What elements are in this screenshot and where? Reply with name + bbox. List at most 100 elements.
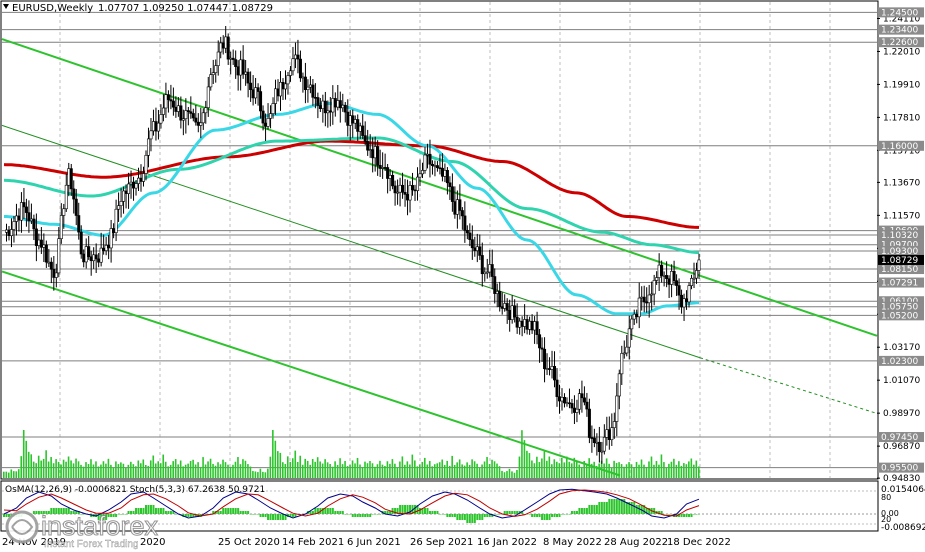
osma-bar xyxy=(516,511,519,514)
osma-bar xyxy=(513,511,516,514)
osma-bar xyxy=(120,514,123,515)
volume-bar xyxy=(453,464,456,478)
candle-body xyxy=(435,165,439,169)
osma-bar xyxy=(521,511,524,514)
volume-bar xyxy=(57,461,60,478)
volume-bar xyxy=(254,471,257,478)
volume-bar xyxy=(179,460,182,478)
candle-body xyxy=(398,184,402,193)
candlesticks xyxy=(4,25,701,464)
volume-bar xyxy=(27,451,30,478)
osma-bar xyxy=(593,505,596,514)
volume-bar xyxy=(660,454,663,478)
volume-bar xyxy=(573,457,576,478)
time-tick-label: 28 Aug 2022 xyxy=(604,537,668,548)
level-tag-label: 1.22600 xyxy=(881,38,918,48)
osma-bar xyxy=(463,514,466,520)
candle-body xyxy=(303,76,307,91)
volume-bar xyxy=(690,458,693,478)
volume-bar xyxy=(182,466,184,478)
osma-bar xyxy=(309,511,312,514)
osma-bar xyxy=(80,514,83,515)
osma-bar xyxy=(351,514,354,517)
candle-body xyxy=(585,401,589,410)
osma-bar xyxy=(50,508,53,514)
candle-body xyxy=(249,82,253,90)
candle-body xyxy=(595,441,599,444)
volume-bar xyxy=(655,461,658,478)
osma-bar xyxy=(551,514,554,517)
osma-bar xyxy=(259,514,262,517)
volume-bar xyxy=(269,456,272,478)
volume-bar xyxy=(55,459,57,478)
osma-bar xyxy=(100,514,103,520)
osma-bar xyxy=(67,508,70,514)
osma-bar xyxy=(234,508,237,514)
volume-bar xyxy=(578,464,581,478)
volume-bar xyxy=(212,463,214,478)
candle-body xyxy=(22,202,26,208)
candle-body xyxy=(630,318,634,330)
stoch-signal-line xyxy=(3,489,700,517)
volume-bar xyxy=(635,461,638,478)
candle-body xyxy=(69,168,73,190)
osma-bar xyxy=(538,514,541,517)
candle-body xyxy=(513,305,517,318)
volume-bar xyxy=(605,458,608,478)
candle-body xyxy=(396,191,400,194)
volume-bar xyxy=(272,429,274,478)
volume-bar xyxy=(563,462,566,478)
level-tag-label: 1.02300 xyxy=(881,357,918,367)
osma-bar xyxy=(376,514,379,515)
candle-body xyxy=(156,122,160,132)
osma-bar xyxy=(222,508,225,514)
volume-bar xyxy=(40,460,42,478)
osma-bar xyxy=(653,508,656,514)
time-axis: 24 Nov 2019 2020 25 Oct 2020 14 Feb 2021 6 J… xyxy=(2,537,731,548)
volume-bar xyxy=(590,463,593,478)
osma-bar xyxy=(506,511,509,514)
volume-bar xyxy=(406,461,409,478)
osma-bar xyxy=(157,508,160,514)
candle-body xyxy=(94,254,98,260)
candle-body xyxy=(620,353,624,375)
candle-body xyxy=(129,181,133,185)
channel-upper-line xyxy=(1,38,878,337)
price-tick-label: 1.11570 xyxy=(883,211,920,221)
volume-bar xyxy=(164,461,167,478)
candle-body xyxy=(219,42,223,53)
osma-bar xyxy=(105,514,108,520)
candle-body xyxy=(296,54,300,60)
volume-bar xyxy=(648,461,650,478)
candle-body xyxy=(411,185,415,191)
candle-body xyxy=(204,107,208,114)
level-tag xyxy=(878,264,924,275)
osma-bar xyxy=(127,511,130,514)
candle-body xyxy=(353,119,357,124)
volume-bar xyxy=(30,454,33,478)
osma-bar xyxy=(436,511,439,514)
level-tag xyxy=(878,462,924,473)
candle-body xyxy=(191,113,195,119)
volume-bar xyxy=(277,451,279,478)
time-tick-label: 16 Jan 2022 xyxy=(477,537,537,548)
volume-bar xyxy=(438,462,441,478)
osma-bar xyxy=(274,514,277,520)
level-tag-label: 1.23400 xyxy=(881,26,918,36)
candle-body xyxy=(29,218,33,222)
osma-bar xyxy=(224,508,227,514)
candle-body xyxy=(645,301,649,304)
volume-bar xyxy=(25,440,28,478)
osma-bar xyxy=(279,514,282,520)
osma-bar xyxy=(638,505,641,514)
volume-bar xyxy=(541,458,543,478)
volume-bar xyxy=(516,469,518,478)
candle-body xyxy=(161,107,165,115)
osma-bar xyxy=(341,511,344,514)
candle-body xyxy=(149,130,153,140)
osma-bar xyxy=(77,511,80,514)
osma-bar xyxy=(232,508,235,514)
logo-globe-icon xyxy=(5,510,39,544)
volume-bar xyxy=(237,456,239,478)
